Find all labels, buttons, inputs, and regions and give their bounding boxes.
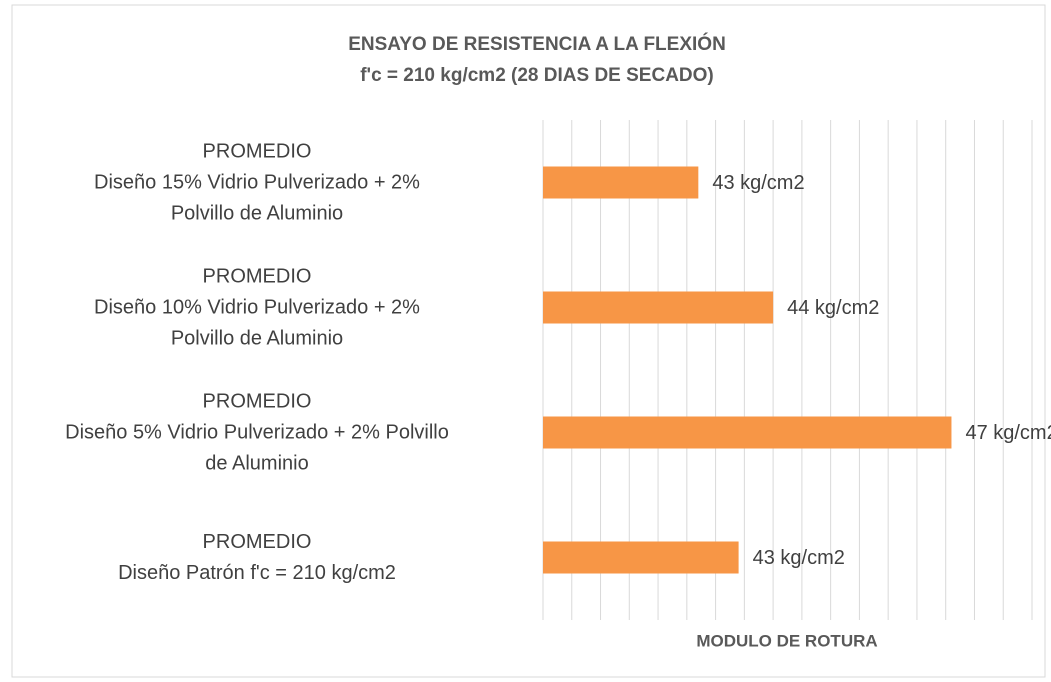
data-label: 43 kg/cm2 [712, 172, 804, 194]
y-tick-label: PROMEDIO Diseño 10% Vidrio Pulverizado +… [94, 265, 420, 349]
bar [543, 416, 952, 449]
bar [543, 291, 774, 324]
y-tick-label: PROMEDIO Diseño 15% Vidrio Pulverizado +… [94, 140, 420, 224]
bar [543, 166, 699, 199]
data-label: 44 kg/cm2 [787, 297, 879, 319]
data-label: 43 kg/cm2 [753, 547, 845, 569]
x-axis-title: MODULO DE ROTURA [696, 631, 877, 650]
chart-border [11, 4, 1046, 678]
y-tick-label: PROMEDIO Diseño 5% Vidrio Pulverizado + … [65, 390, 449, 474]
y-tick-label: PROMEDIO Diseño Patrón f'c = 210 kg/cm2 [118, 530, 396, 584]
chart-title: ENSAYO DE RESISTENCIA A LA FLEXIÓN [348, 33, 726, 55]
bar [543, 541, 739, 574]
chart-subtitle: f'c = 210 kg/cm2 (28 DIAS DE SECADO) [360, 65, 714, 86]
data-label: 47 kg/cm2 [965, 422, 1051, 444]
